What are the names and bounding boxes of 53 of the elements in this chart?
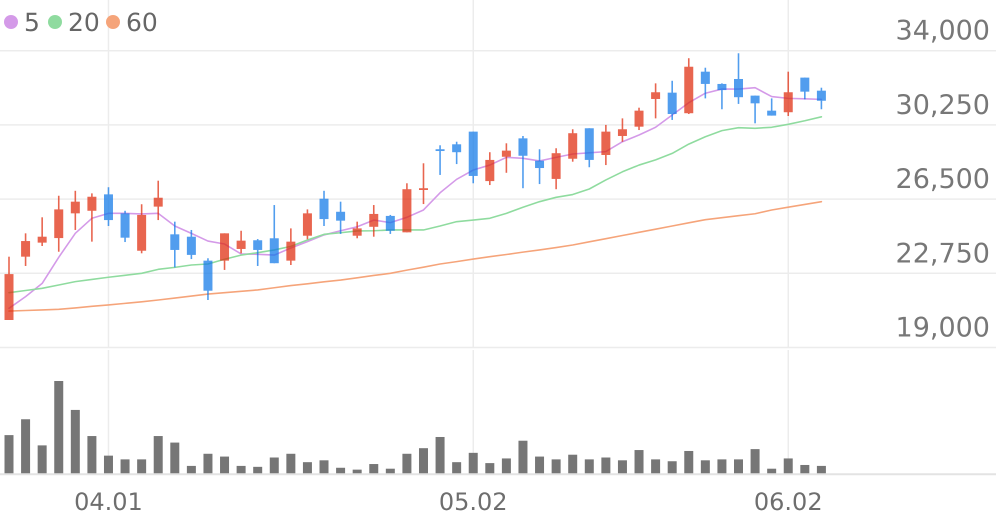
bar: [286, 454, 296, 474]
bar: [54, 381, 64, 474]
bar: [4, 435, 14, 474]
bar: [717, 459, 726, 474]
x-tick-label: 05.02: [438, 488, 508, 516]
bar: [270, 458, 279, 474]
bar: [584, 459, 594, 474]
bar: [302, 462, 312, 474]
bar: [668, 461, 677, 474]
bar: [203, 454, 212, 474]
legend-label: 60: [126, 8, 158, 37]
y-tick-label: 34,000: [896, 16, 990, 47]
legend-label: 20: [68, 8, 100, 37]
bar: [552, 459, 561, 474]
bar: [784, 458, 793, 474]
x-tick-label: 04.01: [74, 488, 143, 516]
bar: [38, 445, 47, 474]
y-tick-label: 19,000: [896, 312, 990, 344]
bar: [418, 448, 428, 474]
bar: [137, 459, 146, 474]
bar: [369, 464, 378, 474]
bar: [402, 454, 412, 474]
y-tick-label: 26,500: [896, 164, 990, 196]
bar: [120, 459, 130, 474]
bar: [800, 464, 810, 474]
bar: [436, 436, 445, 474]
bar: [452, 462, 462, 474]
bar: [518, 440, 528, 474]
bar: [154, 436, 163, 474]
bar: [104, 456, 113, 474]
y-tick-label: 22,750: [896, 238, 990, 270]
bar: [684, 450, 694, 474]
bar: [634, 450, 644, 474]
bar: [21, 419, 30, 474]
bar: [468, 452, 478, 474]
bar: [485, 463, 494, 474]
y-tick-label: 30,250: [896, 90, 990, 121]
legend-label: 5: [24, 8, 40, 37]
bar: [700, 460, 710, 474]
bar: [220, 456, 230, 474]
bar: [750, 449, 760, 474]
bar: [734, 459, 743, 474]
bar: [601, 458, 610, 474]
bar: [568, 454, 578, 474]
bar: [651, 459, 660, 474]
bar: [320, 460, 329, 474]
bar: [502, 458, 511, 474]
bar: [170, 442, 180, 474]
bar: [618, 460, 627, 474]
bar: [87, 436, 96, 474]
bar: [535, 456, 544, 474]
bar: [70, 410, 80, 474]
x-tick-label: 06.02: [754, 488, 823, 516]
